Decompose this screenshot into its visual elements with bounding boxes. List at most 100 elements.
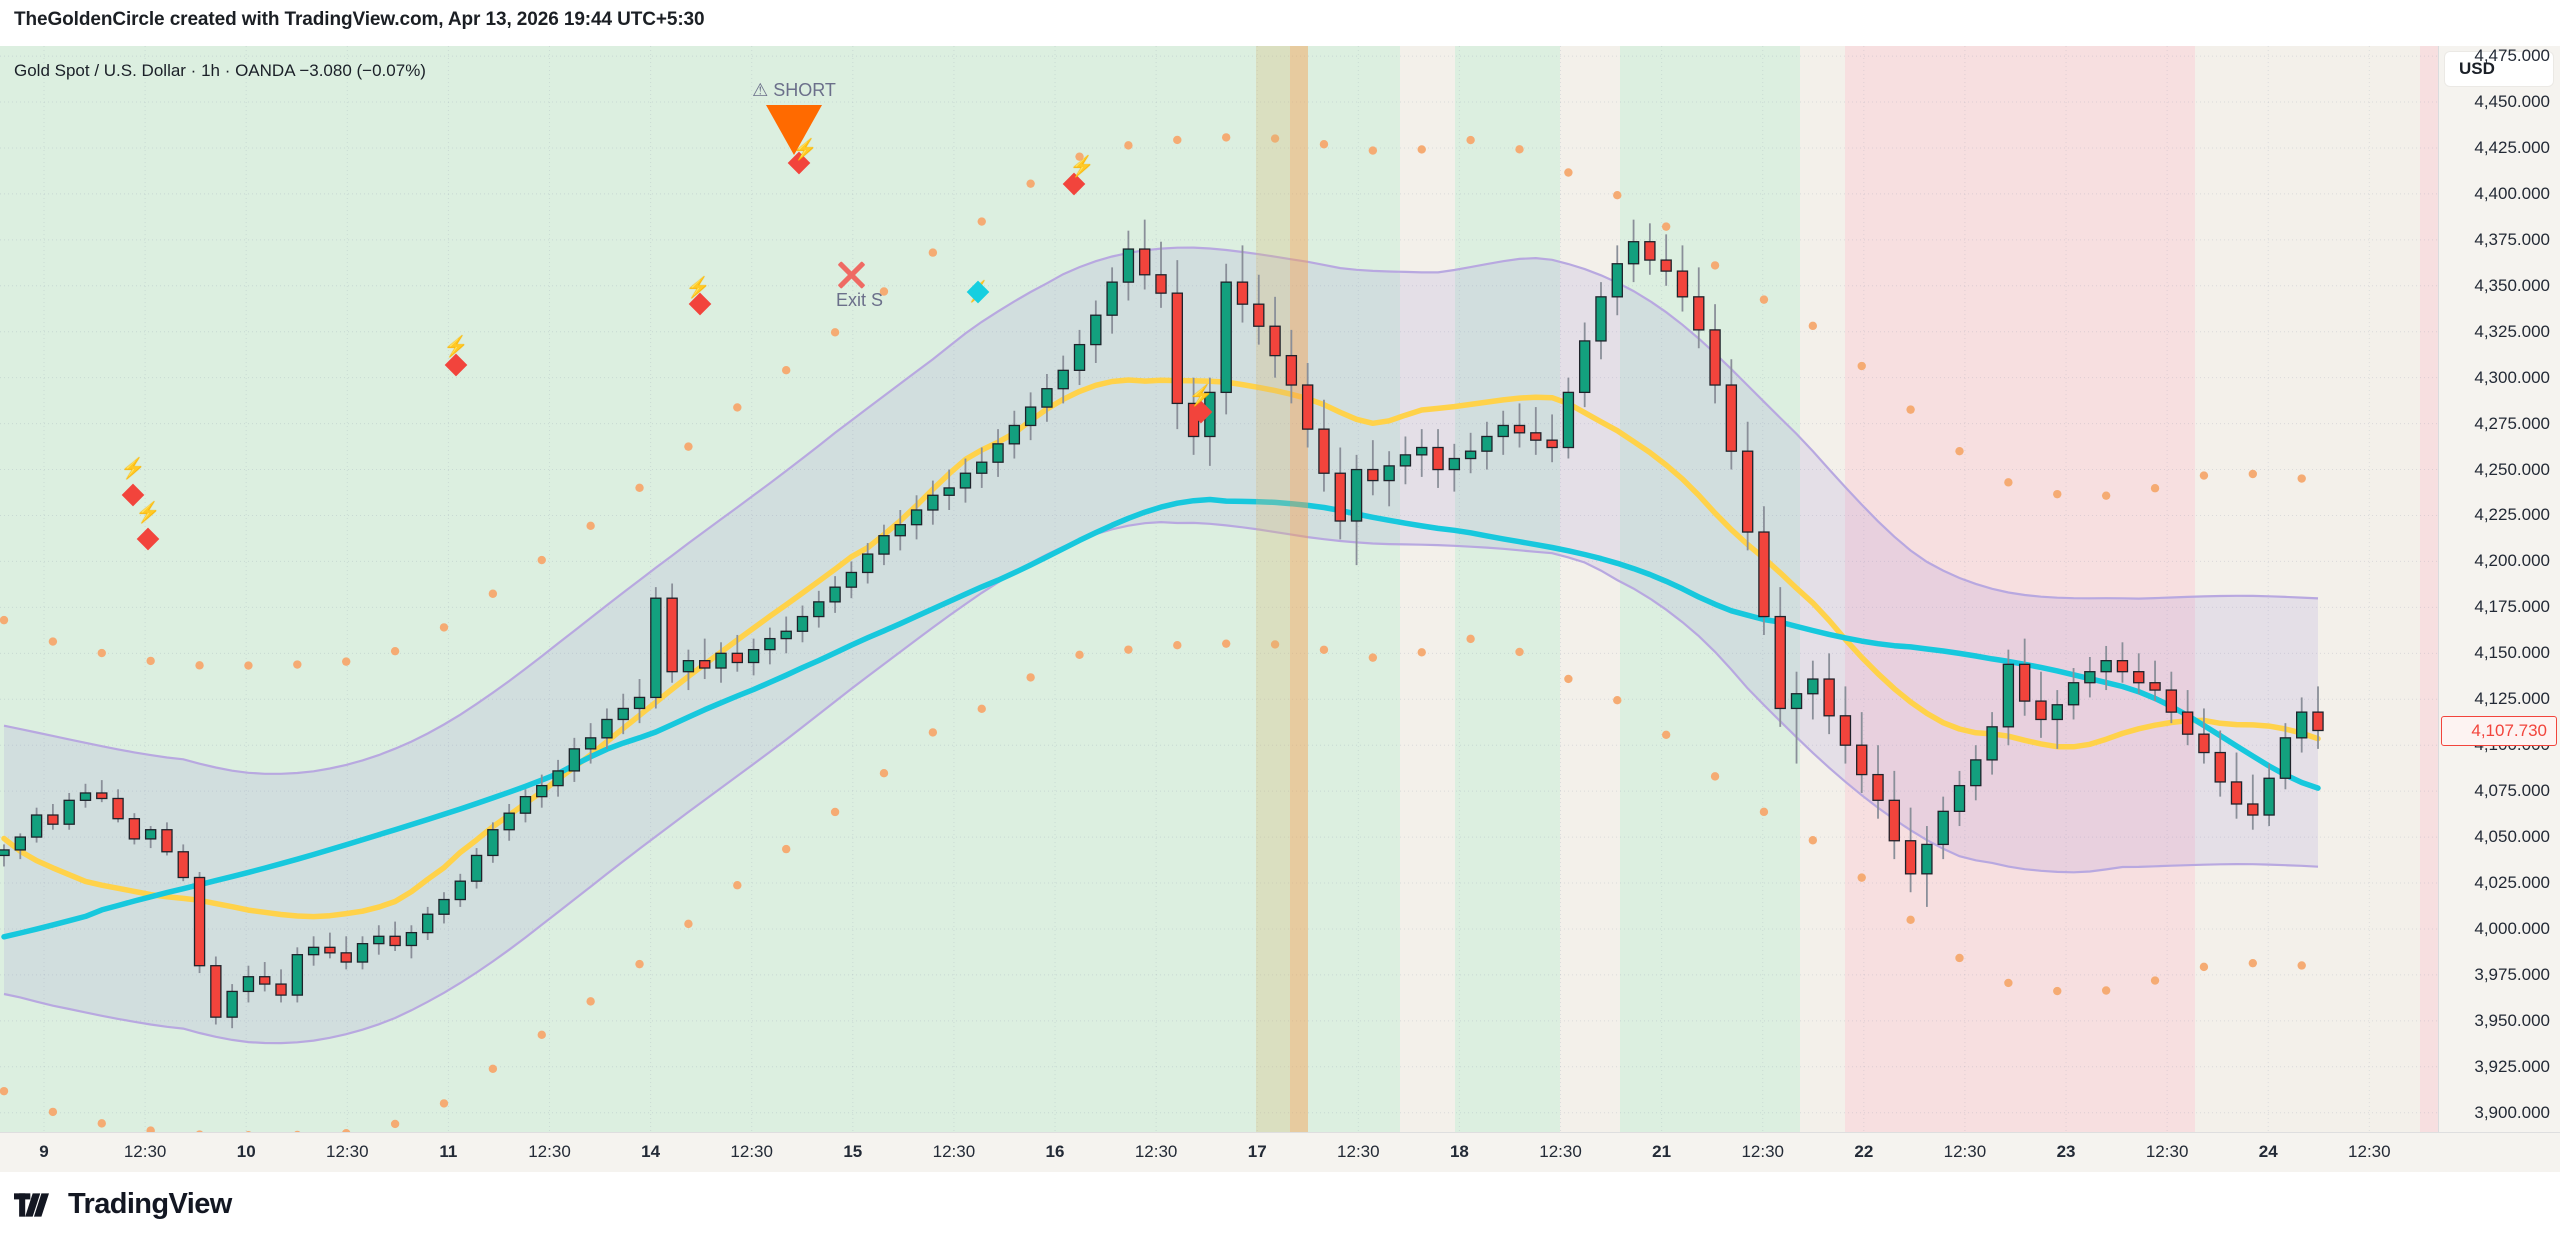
candle-body	[454, 880, 466, 901]
dot-channel-upper	[1466, 135, 1475, 145]
candle	[470, 848, 483, 889]
lightning-bolt-icon: ⚡	[135, 502, 161, 524]
time-tick-hour: 12:30	[528, 1142, 571, 1161]
time-tick-hour: 12:30	[730, 1142, 773, 1161]
price-tick: 4,375.000	[2474, 229, 2550, 249]
candle-body	[1269, 325, 1281, 357]
candle-body	[1481, 435, 1493, 452]
dot-channel-upper	[1955, 446, 1964, 456]
candle	[780, 616, 792, 654]
candle-body	[1448, 457, 1461, 471]
time-tick-hour: 12:30	[1943, 1142, 1987, 1161]
candle	[47, 803, 59, 830]
candle-body	[47, 814, 59, 825]
regime-zone	[1455, 46, 1560, 1132]
candle	[1953, 770, 1966, 827]
chart-frame: Gold Spot / U.S. Dollar · 1h · OANDA −3.…	[0, 46, 2560, 1132]
lightning-bolt-icon: ⚡	[1188, 385, 1214, 407]
candle	[1839, 686, 1852, 764]
candle	[1057, 355, 1069, 404]
candle-body	[2296, 711, 2308, 739]
price-axis[interactable]: USD 4,475.000 4,450.000 4,425.000 4,400.000…	[2438, 46, 2560, 1132]
price-tick: 3,975.000	[2474, 964, 2550, 984]
dot-channel-upper	[684, 442, 693, 451]
dot-channel-lower	[488, 1064, 498, 1073]
dot-channel-lower	[2150, 976, 2160, 985]
candle	[1693, 267, 1705, 349]
candle	[503, 803, 515, 841]
candle	[2051, 690, 2063, 749]
candle-body	[2067, 682, 2080, 706]
candle	[764, 627, 776, 665]
candle	[1562, 377, 1575, 459]
dot-channel-lower	[928, 728, 938, 737]
candle-body	[2181, 711, 2194, 735]
candle-body	[1285, 354, 1298, 386]
chart-plot-area[interactable]	[0, 46, 2438, 1132]
dot-channel-upper	[2150, 484, 2160, 493]
candle	[177, 844, 189, 882]
candle-body	[1334, 472, 1346, 522]
candle	[242, 965, 255, 1003]
dot-channel-lower	[1808, 836, 1818, 845]
candle	[1595, 282, 1607, 360]
dot-channel-upper	[342, 657, 351, 666]
dot-channel-upper	[977, 217, 986, 226]
candle-body	[144, 829, 157, 840]
candle-body	[1171, 292, 1183, 405]
time-tick-date: 16	[1045, 1142, 1065, 1161]
candle	[2263, 763, 2275, 827]
dot-channel-lower	[1270, 640, 1280, 649]
dot-channel-upper	[1173, 135, 1182, 145]
candle	[1253, 274, 1265, 345]
candle	[747, 638, 760, 676]
price-tick: 4,000.000	[2474, 918, 2550, 938]
candle-body	[421, 913, 434, 934]
regime-zone	[300, 46, 1400, 1132]
dot-channel-lower	[1661, 730, 1671, 740]
candle	[63, 792, 75, 830]
candle-body	[829, 586, 841, 603]
dot-channel-lower	[830, 807, 840, 817]
candle	[1758, 506, 1770, 635]
time-tick-hour: 12:30	[123, 1142, 167, 1161]
regime-zone	[1400, 46, 1455, 1132]
candle-body	[764, 637, 776, 651]
candle-body	[2002, 663, 2015, 728]
candle	[1660, 234, 1672, 286]
time-tick-date: 18	[1449, 1142, 1469, 1161]
candle-body	[1497, 424, 1509, 438]
candle-body	[910, 509, 923, 526]
candle	[552, 759, 564, 797]
dot-channel-lower	[1613, 696, 1622, 705]
dot-channel-upper	[1808, 321, 1818, 331]
price-tick: 4,250.000	[2474, 459, 2550, 479]
candle	[1432, 429, 1444, 488]
candle-body	[487, 829, 499, 857]
price-tick: 4,400.000	[2474, 183, 2550, 203]
candle	[340, 936, 352, 970]
chart-legend: Gold Spot / U.S. Dollar · 1h · OANDA −3.…	[14, 61, 426, 80]
price-tick: 4,275.000	[2474, 413, 2550, 433]
candle	[1334, 447, 1346, 540]
candle	[959, 458, 972, 503]
candle-body	[1823, 678, 1835, 717]
candle-body	[861, 553, 874, 574]
candle-body	[1774, 615, 1786, 710]
dot-channel-upper	[1221, 133, 1231, 142]
price-tick: 4,125.000	[2474, 689, 2550, 709]
time-axis[interactable]: 9 12:30 10 12:30 11 12:30 14 12:30 15 12:30 16 12:3…	[0, 1132, 2560, 1172]
dot-channel-lower	[1173, 641, 1182, 650]
candle	[2002, 649, 2015, 746]
candle-body	[943, 487, 955, 496]
candle-body	[731, 652, 744, 664]
candle	[878, 524, 890, 566]
attribution-text: TheGoldenCircle created with TradingView…	[14, 9, 705, 30]
candle	[1888, 770, 1901, 860]
candle	[519, 789, 532, 823]
regime-zone	[1560, 46, 1620, 1132]
candle	[2279, 723, 2292, 790]
candle-body	[1513, 424, 1526, 434]
candle	[2247, 774, 2259, 830]
